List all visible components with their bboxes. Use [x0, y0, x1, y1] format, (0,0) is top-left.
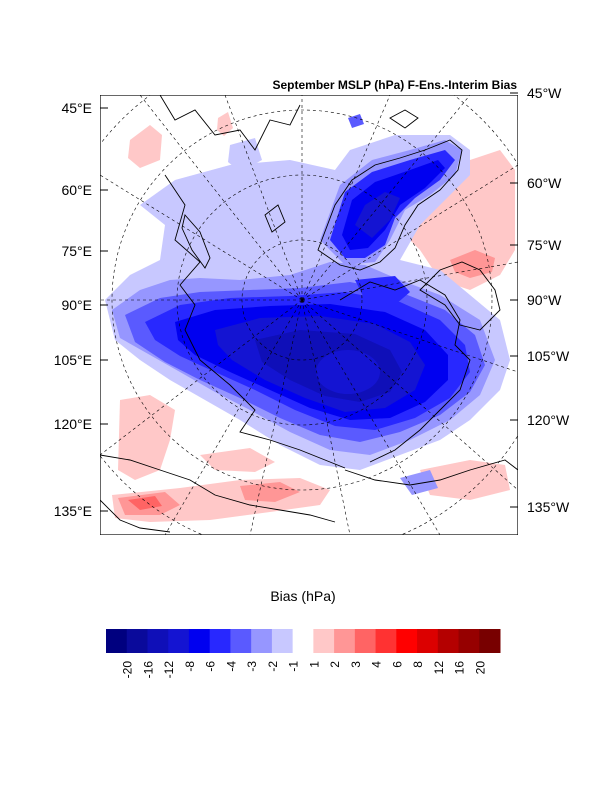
colorbar-tick-label: 4 — [370, 661, 384, 668]
coast-eurasia-north — [164, 174, 346, 469]
neg-greenland-4 — [355, 192, 400, 238]
colorbar-swatch — [251, 629, 273, 653]
coast-lower-left — [100, 499, 171, 533]
colorbar-swatch — [168, 629, 190, 653]
right-axis-label: 135°W — [527, 499, 570, 515]
colorbar-swatch — [126, 629, 148, 653]
graticule — [100, 95, 518, 535]
colorbar-tick-label: 8 — [411, 661, 425, 668]
map-title: September MSLP (hPa) F-Ens.-Interim Bias — [273, 78, 518, 92]
colorbar-swatch — [479, 629, 501, 653]
colorbar-tick-label: 20 — [473, 661, 487, 675]
pos-patch-bottom-deep — [128, 496, 162, 510]
colorbar-tick-label: -8 — [183, 661, 197, 672]
left-axis-label: 60°E — [61, 182, 92, 198]
left-axis-label: 135°E — [54, 503, 92, 519]
neg-patch-top-arc — [228, 138, 262, 172]
colorbar-swatch — [188, 629, 211, 653]
coast-baffin — [419, 261, 501, 331]
colorbar-tick-label: 12 — [432, 661, 446, 675]
colorbar-tick-label: -6 — [204, 661, 218, 672]
colorbar-tick-label: 2 — [328, 661, 342, 668]
right-axis-label: 75°W — [527, 237, 562, 253]
neg-level-16 — [316, 350, 380, 394]
colorbar-swatch — [106, 629, 128, 653]
colorbar-swatch — [271, 629, 294, 653]
colorbar-swatch — [396, 629, 418, 653]
right-axis-label: 105°W — [527, 348, 570, 364]
colorbar-swatch — [147, 629, 169, 653]
positive-bias-regions — [112, 112, 515, 522]
colorbar-swatch — [354, 629, 377, 653]
coast-iceland — [389, 109, 419, 129]
colorbar-tick-label: -12 — [162, 661, 176, 679]
colorbar-swatch — [375, 629, 397, 653]
coast-scandinavia — [159, 95, 301, 151]
pos-patch-bottom-right — [420, 460, 510, 500]
pos-patch-greenland-east-core — [450, 250, 495, 278]
colorbar-tick-label: -1 — [287, 661, 301, 672]
colorbar-tick-label: 16 — [453, 661, 467, 675]
colorbar-swatch — [417, 629, 439, 653]
coast-greenland — [317, 139, 463, 271]
left-axis-label: 120°E — [54, 416, 92, 432]
right-axis: 45°W 60°W 75°W 90°W 105°W 120°W 135°W — [510, 85, 570, 515]
colorbar-swatch — [458, 629, 480, 653]
colorbar-swatch — [437, 629, 460, 653]
right-axis-label: 90°W — [527, 292, 562, 308]
colorbar-tick-label: 3 — [349, 661, 363, 668]
coast-canada-arctic — [339, 279, 471, 463]
colorbar-swatch — [209, 629, 231, 653]
right-axis-label: 60°W — [527, 175, 562, 191]
colorbar-tick-label: -16 — [141, 661, 155, 679]
map-panel — [100, 95, 518, 535]
pos-patch-bottom-left — [118, 395, 175, 480]
coast-novaya-zemlya — [181, 214, 211, 269]
colorbar-swatch — [313, 629, 335, 653]
colorbar: -20 -16 -12 -8 -6 -4 -3 -2 -1 1 2 3 4 6 8 12 16 20 — [106, 629, 501, 678]
pos-patch-top-small — [217, 112, 233, 136]
right-axis-label: 120°W — [527, 412, 570, 428]
colorbar-tick-label: -4 — [224, 661, 238, 672]
colorbar-swatch — [230, 629, 252, 653]
left-axis-label: 45°E — [61, 100, 92, 116]
neg-patch-top-small — [348, 114, 364, 128]
coast-svalbard — [264, 204, 286, 233]
left-axis-label: 75°E — [61, 243, 92, 259]
colorbar-tick-label: 6 — [390, 661, 404, 668]
coast-east-siberia — [100, 454, 336, 523]
colorbar-tick-label: 1 — [307, 661, 321, 668]
colorbar-swatch — [334, 629, 356, 653]
colorbar-swatch — [292, 629, 314, 653]
right-axis-label: 45°W — [527, 85, 562, 101]
colorbar-tick-label: -3 — [245, 661, 259, 672]
neg-patch-right-bottom — [400, 470, 438, 495]
left-axis-label: 105°E — [54, 352, 92, 368]
left-axis: 45°E 60°E 75°E 90°E 105°E 120°E 135°E — [54, 100, 108, 519]
left-axis-label: 90°E — [61, 297, 92, 313]
coastlines — [100, 95, 518, 533]
pos-patch-top-left — [128, 125, 162, 168]
coast-alaska — [344, 459, 518, 486]
colorbar-tick-label: -2 — [266, 661, 280, 672]
pos-patch-bottom-mid — [240, 482, 300, 502]
colorbar-tick-label: -20 — [121, 661, 135, 679]
pos-patch-center-bottom — [200, 448, 275, 472]
colorbar-title: Bias (hPa) — [270, 588, 335, 604]
